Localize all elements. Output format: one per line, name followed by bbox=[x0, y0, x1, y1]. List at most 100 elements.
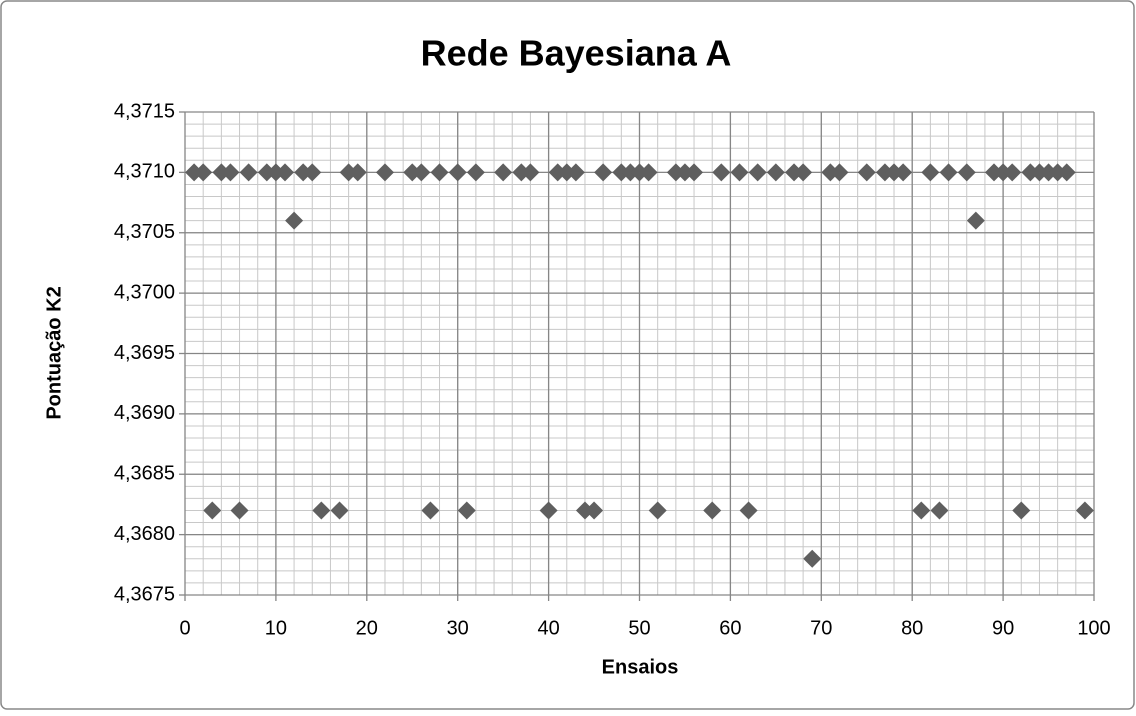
point bbox=[348, 163, 367, 182]
x-tick-label: 20 bbox=[356, 617, 378, 639]
point bbox=[457, 501, 476, 520]
point bbox=[1030, 163, 1049, 182]
point bbox=[803, 549, 822, 568]
x-axis-label: Ensaios bbox=[602, 656, 679, 678]
point bbox=[621, 163, 640, 182]
point bbox=[594, 163, 613, 182]
x-tick-label: 70 bbox=[810, 617, 832, 639]
point bbox=[575, 501, 594, 520]
x-tick-label: 0 bbox=[179, 617, 190, 639]
point bbox=[548, 163, 567, 182]
point bbox=[375, 163, 394, 182]
y-tick-label: 4,3710 bbox=[114, 161, 175, 183]
y-tick-label: 4,3685 bbox=[114, 463, 175, 485]
point bbox=[794, 163, 813, 182]
x-tick-label: 60 bbox=[719, 617, 741, 639]
point bbox=[785, 163, 804, 182]
point bbox=[257, 163, 276, 182]
y-tick-label: 4,3700 bbox=[114, 281, 175, 303]
point bbox=[730, 163, 749, 182]
point bbox=[885, 163, 904, 182]
y-tick-label: 4,3715 bbox=[114, 100, 175, 122]
point bbox=[875, 163, 894, 182]
point bbox=[912, 501, 931, 520]
point bbox=[894, 163, 913, 182]
y-tick-label: 4,3675 bbox=[114, 583, 175, 605]
point bbox=[585, 501, 604, 520]
point bbox=[685, 163, 704, 182]
point bbox=[703, 501, 722, 520]
point bbox=[266, 163, 285, 182]
point bbox=[994, 163, 1013, 182]
point bbox=[557, 163, 576, 182]
point bbox=[1057, 163, 1076, 182]
point bbox=[957, 163, 976, 182]
point bbox=[648, 501, 667, 520]
y-tick-label: 4,3680 bbox=[114, 523, 175, 545]
point bbox=[421, 501, 440, 520]
chart-title: Rede Bayesiana A bbox=[421, 33, 732, 74]
points bbox=[185, 163, 1094, 568]
point bbox=[966, 211, 985, 230]
point bbox=[921, 163, 940, 182]
point bbox=[494, 163, 513, 182]
x-tick-label: 10 bbox=[265, 617, 287, 639]
x-tick-label: 100 bbox=[1077, 617, 1110, 639]
point bbox=[1048, 163, 1067, 182]
point bbox=[466, 163, 485, 182]
major-grid bbox=[179, 111, 1095, 601]
point bbox=[512, 163, 531, 182]
point bbox=[221, 163, 240, 182]
point bbox=[748, 163, 767, 182]
point bbox=[830, 163, 849, 182]
point bbox=[1003, 163, 1022, 182]
x-tick-label: 30 bbox=[447, 617, 469, 639]
y-tick-label: 4,3690 bbox=[114, 402, 175, 424]
x-tick-label: 40 bbox=[537, 617, 559, 639]
point bbox=[1012, 501, 1031, 520]
point bbox=[985, 163, 1004, 182]
point bbox=[630, 163, 649, 182]
point bbox=[430, 163, 449, 182]
point bbox=[239, 163, 258, 182]
point bbox=[203, 501, 222, 520]
point bbox=[403, 163, 422, 182]
x-tick-label: 90 bbox=[992, 617, 1014, 639]
point bbox=[194, 163, 213, 182]
point bbox=[939, 163, 958, 182]
point bbox=[612, 163, 631, 182]
point bbox=[821, 163, 840, 182]
point bbox=[294, 163, 313, 182]
y-tick-label: 4,3705 bbox=[114, 221, 175, 243]
point bbox=[857, 163, 876, 182]
point bbox=[766, 163, 785, 182]
x-tick-label: 50 bbox=[628, 617, 650, 639]
point bbox=[1039, 163, 1058, 182]
y-tick-label: 4,3695 bbox=[114, 342, 175, 364]
point bbox=[230, 501, 249, 520]
point bbox=[275, 163, 294, 182]
point bbox=[339, 163, 358, 182]
point bbox=[330, 501, 349, 520]
point bbox=[639, 163, 658, 182]
x-tick-label: 80 bbox=[901, 617, 923, 639]
point bbox=[312, 501, 331, 520]
point bbox=[285, 211, 304, 230]
point bbox=[539, 501, 558, 520]
y-axis-label: Pontuação K2 bbox=[43, 286, 65, 419]
point bbox=[412, 163, 431, 182]
point bbox=[712, 163, 731, 182]
point bbox=[185, 163, 204, 182]
point bbox=[521, 163, 540, 182]
point bbox=[448, 163, 467, 182]
point bbox=[666, 163, 685, 182]
point bbox=[930, 501, 949, 520]
point bbox=[303, 163, 322, 182]
point bbox=[739, 501, 758, 520]
point bbox=[566, 163, 585, 182]
point bbox=[675, 163, 694, 182]
point bbox=[1075, 501, 1094, 520]
point bbox=[1021, 163, 1040, 182]
